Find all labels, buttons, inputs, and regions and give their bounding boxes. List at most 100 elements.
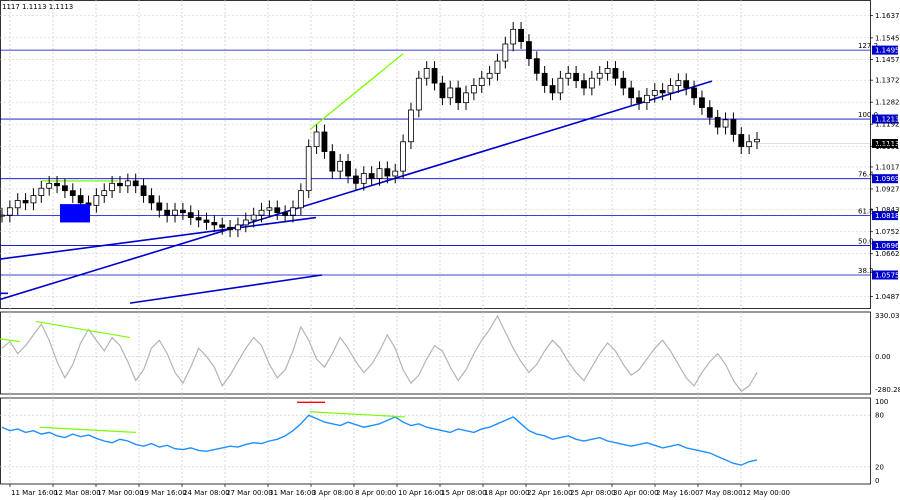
candle-body: [242, 219, 249, 226]
candle-body: [250, 214, 257, 221]
candle-body: [651, 90, 658, 96]
fib-level-percent: 76.4: [858, 171, 874, 179]
time-tick-label: 17 Mar 00:00: [97, 489, 144, 497]
time-tick-label: 19 Mar 16:00: [140, 489, 187, 497]
cci-tick-label: 330.0361: [875, 312, 900, 320]
fib-level-percent: 100.0: [858, 111, 878, 119]
candle-body: [478, 77, 485, 86]
time-tick-label: 24 Mar 08:00: [183, 489, 230, 497]
candle-body: [266, 207, 273, 211]
candle-body: [706, 107, 713, 118]
fib-level-value: 1.0969: [875, 175, 900, 183]
candle-body: [211, 222, 218, 226]
rsi-divergence-line: [39, 426, 137, 433]
candle-body: [313, 131, 320, 148]
fib-level-badge: [872, 240, 898, 250]
cci-tick-label: -280.2849: [875, 386, 900, 394]
candle-body: [109, 182, 116, 192]
time-tick-label: 10 Apr 16:00: [398, 489, 444, 497]
candle-body: [494, 60, 501, 74]
candle-body: [549, 85, 556, 94]
candle-body: [297, 190, 304, 209]
candle-body: [667, 85, 674, 94]
fib-level-percent: 127.2: [858, 42, 878, 50]
candle-body: [526, 41, 532, 60]
candle-body: [408, 109, 414, 143]
candle-body: [738, 134, 745, 148]
candle-body: [219, 224, 226, 228]
highlight-marker: [60, 204, 90, 223]
price-tick-label: 1.1457: [875, 56, 900, 64]
cci-indicator: [0, 314, 870, 393]
time-tick-label: 3 Apr 08:00: [312, 489, 353, 497]
candle-body: [714, 116, 721, 128]
candle-body: [124, 180, 131, 187]
candle-body: [179, 209, 186, 214]
price-tick-label: 1.0662: [875, 250, 900, 258]
fib-level-value: 1.0696: [875, 242, 900, 250]
cci-divergence-line: [0, 338, 21, 343]
candle-body: [22, 200, 29, 204]
candle-body: [368, 173, 375, 179]
candle-body: [392, 170, 399, 177]
candle-body: [227, 226, 233, 231]
rsi-line: [1, 414, 758, 466]
candle-body: [541, 72, 548, 86]
rsi-indicator: [0, 401, 870, 468]
price-tick-label: 1.1282: [875, 99, 900, 107]
candle-body: [612, 68, 619, 79]
fib-level-badge: [872, 114, 898, 124]
price-tick-label: 1.0843: [875, 206, 900, 214]
fib-level-value: 1.0818: [875, 212, 900, 220]
candle-body: [258, 209, 265, 216]
candle-body: [518, 28, 524, 42]
fib-level-value: 1.1495: [875, 47, 900, 55]
candle-body: [54, 182, 60, 187]
candle-body: [156, 202, 163, 211]
candle-body: [337, 160, 344, 172]
current-price-value: 1.1113: [875, 140, 900, 148]
candle-body: [699, 97, 705, 108]
current-price-badge: [872, 138, 898, 148]
candle-body: [164, 209, 171, 216]
price-tick-label: 1.1545: [875, 34, 900, 42]
cci-line: [1, 314, 758, 393]
cci-divergence-line: [35, 320, 131, 339]
rsi-tick-label: 20: [875, 463, 884, 471]
fib-level-percent: 61.8: [858, 208, 874, 216]
candle-body: [722, 119, 729, 128]
fib-level-value: 1.0575: [875, 272, 900, 280]
candle-body: [195, 217, 202, 221]
rsi-divergence-line: [309, 411, 406, 418]
candle-body: [101, 190, 108, 196]
candle-body: [274, 207, 281, 214]
candle-body: [620, 77, 627, 89]
price-tick-label: 1.1372: [875, 77, 900, 85]
price-candles: [0, 22, 760, 238]
candle-body: [132, 180, 139, 187]
candle-body: [353, 175, 359, 184]
time-tick-label: 12 Mar 08:00: [54, 489, 101, 497]
candle-body: [565, 72, 572, 79]
time-tick-label: 22 Apr 16:00: [527, 489, 573, 497]
candle-body: [93, 195, 100, 206]
candle-body: [675, 80, 682, 86]
rsi-tick-label: 0: [875, 477, 879, 485]
main-panel-border: [0, 0, 871, 309]
candle-body: [117, 182, 123, 187]
candle-body: [691, 87, 697, 99]
candle-body: [77, 195, 84, 204]
candle-body: [400, 141, 406, 172]
candle-body: [581, 80, 587, 89]
fib-level-badge: [872, 270, 898, 280]
price-tick-label: 1.1101: [875, 143, 900, 151]
fib-level-percent: 50.0: [858, 237, 874, 245]
fib-level-badge: [872, 45, 898, 55]
candle-body: [345, 160, 351, 177]
candle-body: [187, 212, 194, 218]
candle-body: [69, 190, 76, 196]
candle-body: [6, 207, 13, 216]
rsi-tick-label: 80: [875, 412, 884, 420]
candle-body: [0, 214, 5, 217]
price-tick-label: 1.0487: [875, 293, 900, 301]
